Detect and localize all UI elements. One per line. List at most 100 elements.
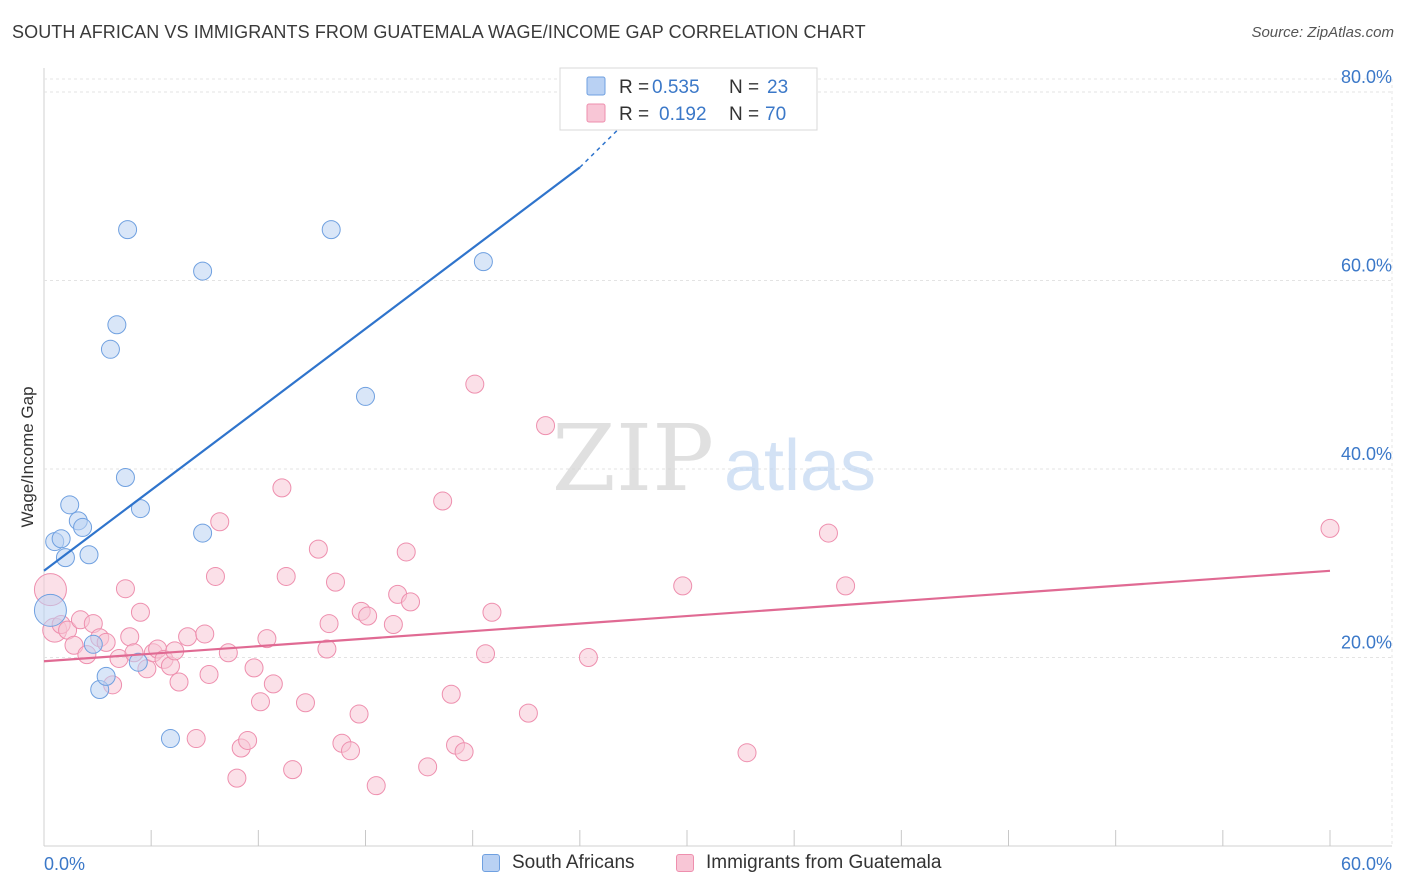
data-point-1-62	[482, 602, 502, 622]
data-point-1-23	[178, 627, 198, 647]
data-point-0-4	[60, 495, 80, 515]
data-point-1-68	[818, 523, 838, 543]
data-point-1-47	[349, 704, 369, 724]
data-point-0-8	[83, 634, 103, 654]
gridlines	[44, 91, 1392, 658]
data-point-1-65	[578, 648, 598, 667]
data-point-0-19	[193, 261, 213, 281]
stats-n-label: N =	[729, 77, 759, 98]
stats-legend: R = 0.535 N = 23 R = 0.192 N = 70	[559, 67, 818, 131]
data-point-0-13	[115, 467, 135, 487]
series-immigrants-from-guatemala	[33, 374, 1340, 796]
legend-item-south-africans[interactable]: South Africans	[482, 852, 635, 874]
data-point-1-29	[218, 643, 238, 663]
data-point-1-64	[536, 416, 556, 436]
y-tick-label-60: 60.0%	[1341, 256, 1392, 276]
data-point-1-34	[250, 692, 270, 712]
data-point-1-56	[433, 491, 453, 511]
watermark-atlas: atlas	[724, 426, 876, 506]
data-point-0-16	[128, 652, 148, 672]
y-axis-label: Wage/Income Gap	[18, 386, 37, 527]
data-point-1-37	[272, 478, 292, 498]
data-point-0-0	[33, 593, 67, 627]
data-point-1-49	[358, 606, 378, 626]
data-point-0-6	[73, 517, 93, 537]
legend-label-guatemala: Immigrants from Guatemala	[706, 852, 942, 873]
data-point-1-59	[454, 742, 474, 762]
stats-n-label: N =	[729, 104, 759, 125]
data-point-1-67	[737, 743, 757, 763]
y-tick-labels: 20.0% 40.0% 60.0% 80.0%	[1341, 67, 1392, 653]
legend-swatch-guatemala	[676, 854, 694, 872]
data-point-0-7	[79, 545, 99, 565]
data-point-1-61	[476, 644, 496, 664]
data-point-1-63	[518, 703, 538, 723]
data-point-0-21	[356, 386, 375, 406]
x-tick-label-min: 0.0%	[44, 854, 85, 874]
data-point-1-33	[244, 658, 264, 678]
series-south-africans	[33, 220, 493, 749]
data-point-1-57	[441, 684, 461, 704]
data-point-1-44	[325, 572, 345, 592]
data-point-1-25	[195, 624, 215, 644]
stats-legend-swatch-guatemala	[586, 103, 606, 123]
stats-r-label: R =	[619, 77, 649, 98]
data-point-1-12	[115, 579, 135, 599]
data-point-0-10	[96, 666, 116, 686]
watermark-zip: ZIP	[552, 405, 714, 512]
series-legend: South Africans Immigrants from Guatemala	[0, 852, 1406, 878]
data-point-1-4	[64, 635, 84, 655]
data-point-1-24	[186, 729, 206, 749]
data-point-0-17	[160, 729, 180, 749]
data-point-0-12	[107, 315, 127, 335]
data-point-1-55	[418, 757, 438, 777]
x-tick-label-max: 60.0%	[1341, 854, 1392, 874]
data-point-1-40	[295, 693, 315, 713]
data-point-0-20	[321, 220, 341, 240]
stats-r-label: R =	[619, 104, 649, 125]
data-point-0-14	[118, 220, 138, 240]
data-point-0-2	[51, 529, 71, 549]
data-point-1-38	[276, 566, 296, 586]
data-point-1-50	[366, 776, 386, 796]
stats-r-value-guatemala: 0.192	[659, 104, 707, 125]
y-tick-label-40: 40.0%	[1341, 444, 1392, 464]
data-point-1-60	[465, 374, 485, 394]
data-point-1-13	[120, 627, 140, 647]
y-tick-label-20: 20.0%	[1341, 633, 1392, 653]
data-point-1-30	[227, 768, 247, 788]
data-point-1-70	[1320, 518, 1340, 538]
data-point-1-39	[283, 760, 303, 780]
data-point-1-69	[836, 576, 856, 596]
data-point-1-51	[383, 615, 403, 635]
source-label: Source: ZipAtlas.com	[1251, 24, 1394, 41]
data-point-1-54	[401, 592, 421, 612]
trend-line-extension-0	[579, 124, 624, 168]
legend-item-guatemala[interactable]: Immigrants from Guatemala	[676, 852, 941, 874]
data-point-0-15	[130, 499, 150, 519]
data-point-1-42	[317, 639, 337, 659]
stats-r-value-south-africans: 0.535	[652, 77, 700, 98]
data-point-1-26	[199, 664, 219, 684]
data-point-1-15	[130, 602, 150, 622]
data-point-0-11	[100, 339, 120, 359]
trend-line-1	[43, 569, 1331, 663]
legend-swatch-south-africans	[482, 854, 500, 872]
data-point-1-46	[340, 741, 360, 761]
chart-title: SOUTH AFRICAN VS IMMIGRANTS FROM GUATEMA…	[12, 22, 866, 42]
data-point-1-41	[308, 539, 328, 559]
data-point-1-36	[263, 674, 283, 694]
x-ticks	[150, 830, 1331, 846]
data-point-0-3	[55, 548, 75, 568]
data-point-1-22	[169, 672, 189, 692]
trend-lines	[43, 124, 1331, 663]
data-point-1-28	[210, 512, 230, 532]
data-point-0-22	[473, 252, 493, 272]
stats-n-value-south-africans: 23	[767, 77, 788, 98]
data-point-1-43	[319, 614, 339, 634]
data-point-0-18	[193, 523, 213, 543]
stats-n-value-guatemala: 70	[765, 104, 786, 125]
y-tick-label-80: 80.0%	[1341, 67, 1392, 87]
data-point-1-35	[257, 629, 277, 649]
